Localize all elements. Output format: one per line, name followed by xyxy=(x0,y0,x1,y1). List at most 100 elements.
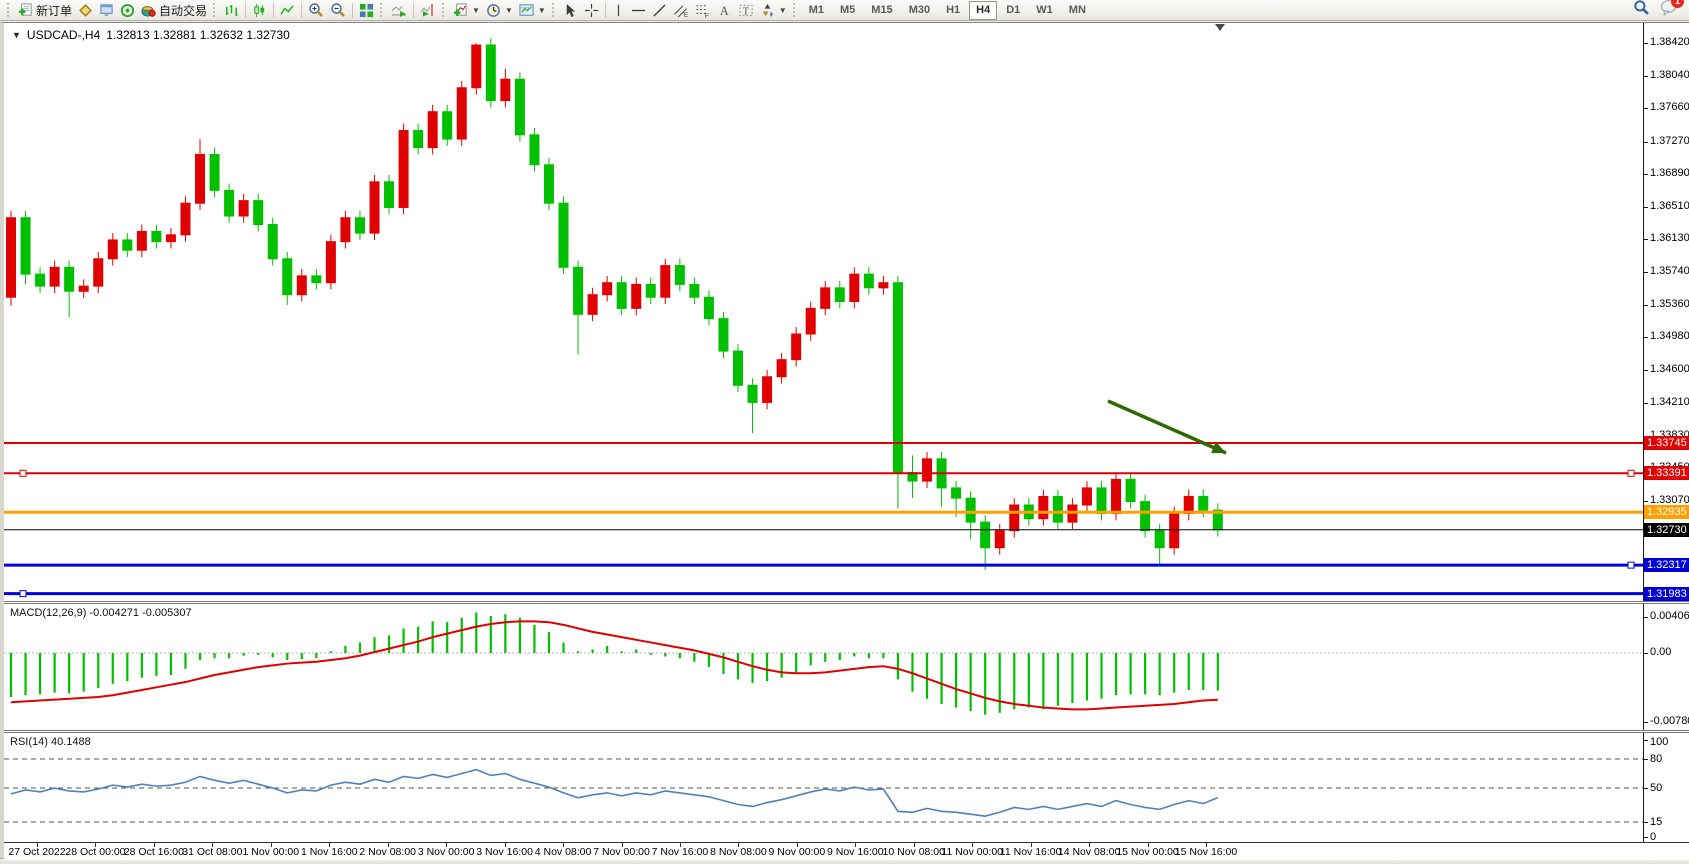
toolbar-grip[interactable] xyxy=(7,3,12,17)
candle[interactable] xyxy=(805,301,816,341)
candle[interactable] xyxy=(195,139,206,211)
price-chart[interactable] xyxy=(4,23,1689,604)
hline-handle[interactable] xyxy=(1627,469,1635,477)
candle[interactable] xyxy=(587,287,598,322)
candle[interactable] xyxy=(922,451,933,488)
candle[interactable] xyxy=(427,104,438,155)
candle[interactable] xyxy=(209,147,220,198)
candle[interactable] xyxy=(907,455,918,499)
candlestick-chart-button[interactable] xyxy=(249,1,270,20)
candle[interactable] xyxy=(64,260,75,317)
candle[interactable] xyxy=(311,269,322,290)
candle[interactable] xyxy=(573,260,584,355)
toolbar-grip[interactable] xyxy=(380,3,385,17)
new-order-button[interactable]: 新订单 xyxy=(15,1,75,20)
candle[interactable] xyxy=(1052,489,1063,529)
hline-1.33391[interactable] xyxy=(4,469,1643,477)
candle[interactable] xyxy=(863,267,874,295)
annotation-arrow[interactable] xyxy=(1107,399,1227,455)
candle[interactable] xyxy=(616,275,627,316)
toolbar-grip[interactable] xyxy=(213,3,218,17)
hline-1.31983[interactable] xyxy=(4,590,1643,598)
candle[interactable] xyxy=(78,279,89,299)
candle[interactable] xyxy=(965,491,976,540)
candle[interactable] xyxy=(296,269,307,302)
candle[interactable] xyxy=(1154,523,1165,565)
candle[interactable] xyxy=(340,210,351,249)
search-icon[interactable] xyxy=(1633,0,1650,21)
candle[interactable] xyxy=(354,210,365,240)
timeframe-button-H1[interactable]: H1 xyxy=(946,3,961,16)
chart-window[interactable]: ▼ USDCAD-,H4 1.32813 1.32881 1.32632 1.3… xyxy=(0,22,1689,860)
zoom-out-button[interactable] xyxy=(327,1,349,20)
candle[interactable] xyxy=(631,277,642,316)
zoom-in-button[interactable] xyxy=(305,1,327,20)
auto-scroll-button[interactable] xyxy=(388,1,410,20)
arrows-tool-button[interactable]: ▼ xyxy=(757,1,790,20)
crosshair-button[interactable] xyxy=(581,1,602,20)
candle[interactable] xyxy=(762,369,773,410)
timeframe-button-W1[interactable]: W1 xyxy=(1036,3,1053,16)
candle[interactable] xyxy=(500,68,511,108)
hline-1.32317[interactable] xyxy=(4,561,1643,569)
candle[interactable] xyxy=(878,275,889,295)
candle[interactable] xyxy=(6,210,16,306)
timeframe-button-H4[interactable]: H4 xyxy=(969,0,998,20)
candle[interactable] xyxy=(994,523,1005,555)
candle[interactable] xyxy=(442,104,453,146)
chart-shift-button[interactable] xyxy=(417,1,439,20)
candle[interactable] xyxy=(485,38,496,108)
indicators-button[interactable]: ▼ xyxy=(450,1,483,20)
toolbar-grip[interactable] xyxy=(442,3,447,17)
line-chart-button[interactable] xyxy=(277,1,298,20)
candle[interactable] xyxy=(398,123,409,215)
candle[interactable] xyxy=(1096,481,1107,521)
candle[interactable] xyxy=(543,157,554,211)
navigator-button[interactable] xyxy=(96,1,117,20)
toolbar-grip[interactable] xyxy=(792,3,798,17)
candle[interactable] xyxy=(1140,494,1151,538)
toolbar-grip[interactable] xyxy=(551,3,557,17)
candle[interactable] xyxy=(253,193,264,232)
text-label-tool-button[interactable]: T xyxy=(735,1,757,20)
vertical-line-tool-button[interactable] xyxy=(609,1,628,20)
candle[interactable] xyxy=(1169,506,1180,555)
timeframe-button-M1[interactable]: M1 xyxy=(808,3,824,16)
candle[interactable] xyxy=(674,258,685,292)
candle[interactable] xyxy=(689,277,700,305)
time-axis[interactable]: 27 Oct 2022 28 Oct 00:00 28 Oct 16:00 31 Oc… xyxy=(4,842,1689,860)
candle[interactable] xyxy=(849,267,860,309)
candle[interactable] xyxy=(224,183,235,223)
candle[interactable] xyxy=(936,451,947,507)
auto-trading-button[interactable]: 自动交易 xyxy=(138,1,210,20)
candle[interactable] xyxy=(820,280,831,316)
candle[interactable] xyxy=(180,196,191,242)
candle[interactable] xyxy=(20,210,31,285)
candle[interactable] xyxy=(834,280,845,309)
candle[interactable] xyxy=(369,174,380,240)
panel-splitter[interactable] xyxy=(4,601,1689,604)
cursor-button[interactable] xyxy=(560,1,581,20)
candle[interactable] xyxy=(1081,481,1092,512)
rsi-indicator-chart[interactable] xyxy=(4,734,1689,842)
candle[interactable] xyxy=(136,224,147,258)
candle[interactable] xyxy=(165,227,176,249)
candle[interactable] xyxy=(1183,489,1194,521)
candle[interactable] xyxy=(602,275,613,302)
panel-splitter[interactable] xyxy=(4,730,1689,733)
candle[interactable] xyxy=(1212,503,1223,537)
candle[interactable] xyxy=(49,260,60,293)
bar-chart-button[interactable] xyxy=(221,1,242,20)
candle[interactable] xyxy=(776,352,787,384)
candle[interactable] xyxy=(703,290,714,326)
hline-handle[interactable] xyxy=(19,590,27,598)
candle[interactable] xyxy=(558,196,569,275)
candle[interactable] xyxy=(413,123,424,155)
candle[interactable] xyxy=(660,258,671,305)
timeframe-button-D1[interactable]: D1 xyxy=(1006,3,1021,16)
timeframe-button-M15[interactable]: M15 xyxy=(871,3,893,16)
trendline-tool-button[interactable] xyxy=(649,1,670,20)
candle[interactable] xyxy=(1038,489,1049,526)
candle[interactable] xyxy=(93,251,104,293)
horizontal-line-tool-button[interactable] xyxy=(628,1,649,20)
